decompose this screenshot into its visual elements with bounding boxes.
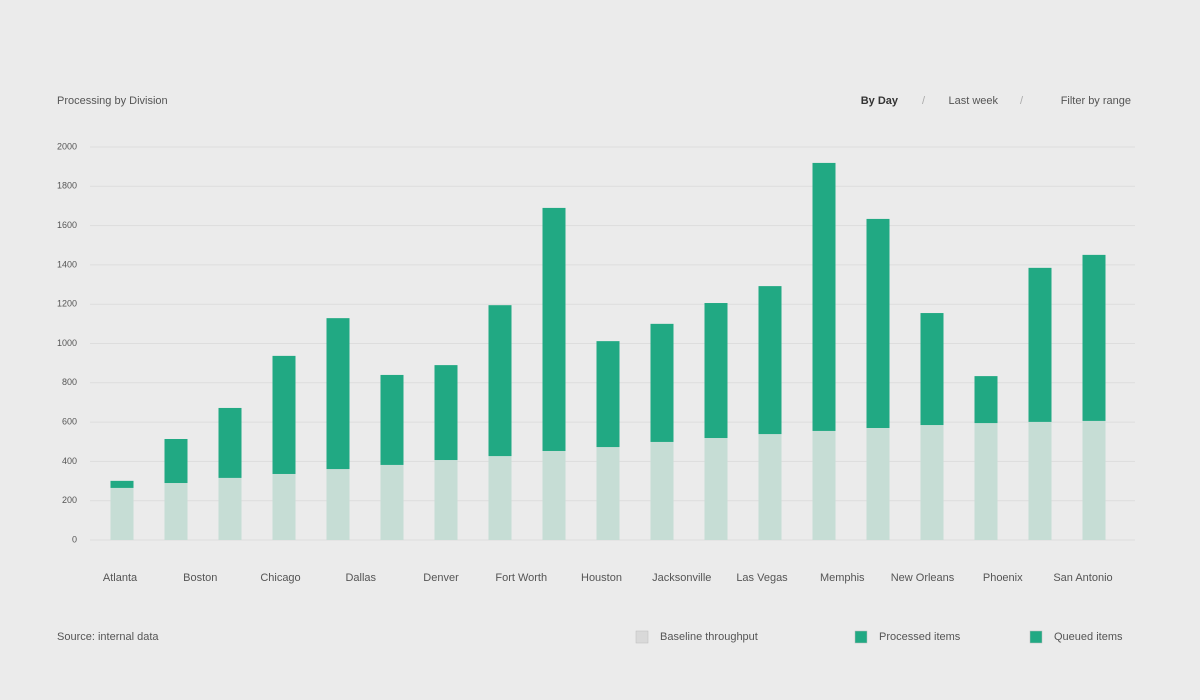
bar-segment [218,407,242,478]
x-tick-label: Houston [581,572,622,584]
bar-segment [596,341,620,448]
y-tick-label: 0 [72,534,77,544]
x-tick-label: Jacksonville [652,572,711,584]
bar-segment [704,303,728,439]
bar-segment [974,376,998,424]
chart-title: Processing by Division [57,95,168,107]
tab[interactable]: Last week [948,95,998,107]
bar-segment [1082,420,1106,540]
bar-segment [758,286,782,435]
x-tick-label: Chicago [260,572,300,584]
bar-segment [650,441,674,540]
bar-segment [110,480,134,488]
x-tick-label: Dallas [345,572,376,584]
bar-segment [920,313,944,426]
legend-swatch [1029,630,1043,644]
legend-label: Processed items [879,631,961,643]
y-tick-label: 1800 [57,181,77,191]
legend-label: Baseline throughput [660,631,758,643]
y-tick-label: 2000 [57,141,77,151]
legend-label: Queued items [1054,631,1123,643]
bar-segment [758,434,782,540]
bar-segment [326,469,350,540]
y-tick-label: 200 [62,495,77,505]
bar-segment [1028,267,1052,422]
x-tick-label: Las Vegas [736,572,788,584]
bar-segment [488,456,512,540]
source-note: Source: internal data [57,631,159,643]
x-tick-label: Boston [183,572,217,584]
x-tick-label: Phoenix [983,572,1023,584]
bar-segment [164,438,188,484]
bar-segment [488,305,512,457]
y-tick-label: 600 [62,416,77,426]
x-tick-label: New Orleans [891,572,955,584]
bar-segment [866,218,890,428]
bar-segment [920,425,944,540]
bar-segment [542,450,566,540]
tab[interactable]: By Day [861,95,899,107]
bar-segment [596,447,620,540]
bar-segment [704,438,728,540]
bar-segment [812,430,836,540]
y-tick-label: 1400 [57,259,77,269]
tab[interactable]: Filter by range [1061,95,1131,107]
bar-segment [866,427,890,540]
bar-segment [110,487,134,540]
bar-segment [1028,421,1052,540]
bar-segment [1082,254,1106,421]
bar-segment [434,460,458,540]
bar-segment [380,464,404,540]
y-tick-label: 1200 [57,299,77,309]
bar-segment [650,323,674,442]
legend-swatch [854,630,868,644]
separator: / [922,95,926,107]
y-tick-label: 800 [62,377,77,387]
y-tick-label: 1000 [57,338,77,348]
x-tick-label: Denver [423,572,459,584]
x-tick-label: Atlanta [103,572,138,584]
legend-swatch [635,630,649,644]
x-tick-label: San Antonio [1053,572,1112,584]
bar-segment [272,355,296,474]
bar-segment [380,374,404,465]
bar-segment [272,473,296,540]
separator: / [1020,95,1024,107]
bar-segment [326,318,350,470]
bar-segment [434,365,458,461]
bar-segment [812,162,836,431]
bar-segment [164,483,188,540]
x-tick-label: Memphis [820,572,865,584]
y-tick-label: 400 [62,456,77,466]
y-tick-label: 1600 [57,220,77,230]
bar-segment [218,477,242,540]
x-tick-label: Fort Worth [495,572,547,584]
bar-segment [974,423,998,540]
bar-segment [542,207,566,451]
